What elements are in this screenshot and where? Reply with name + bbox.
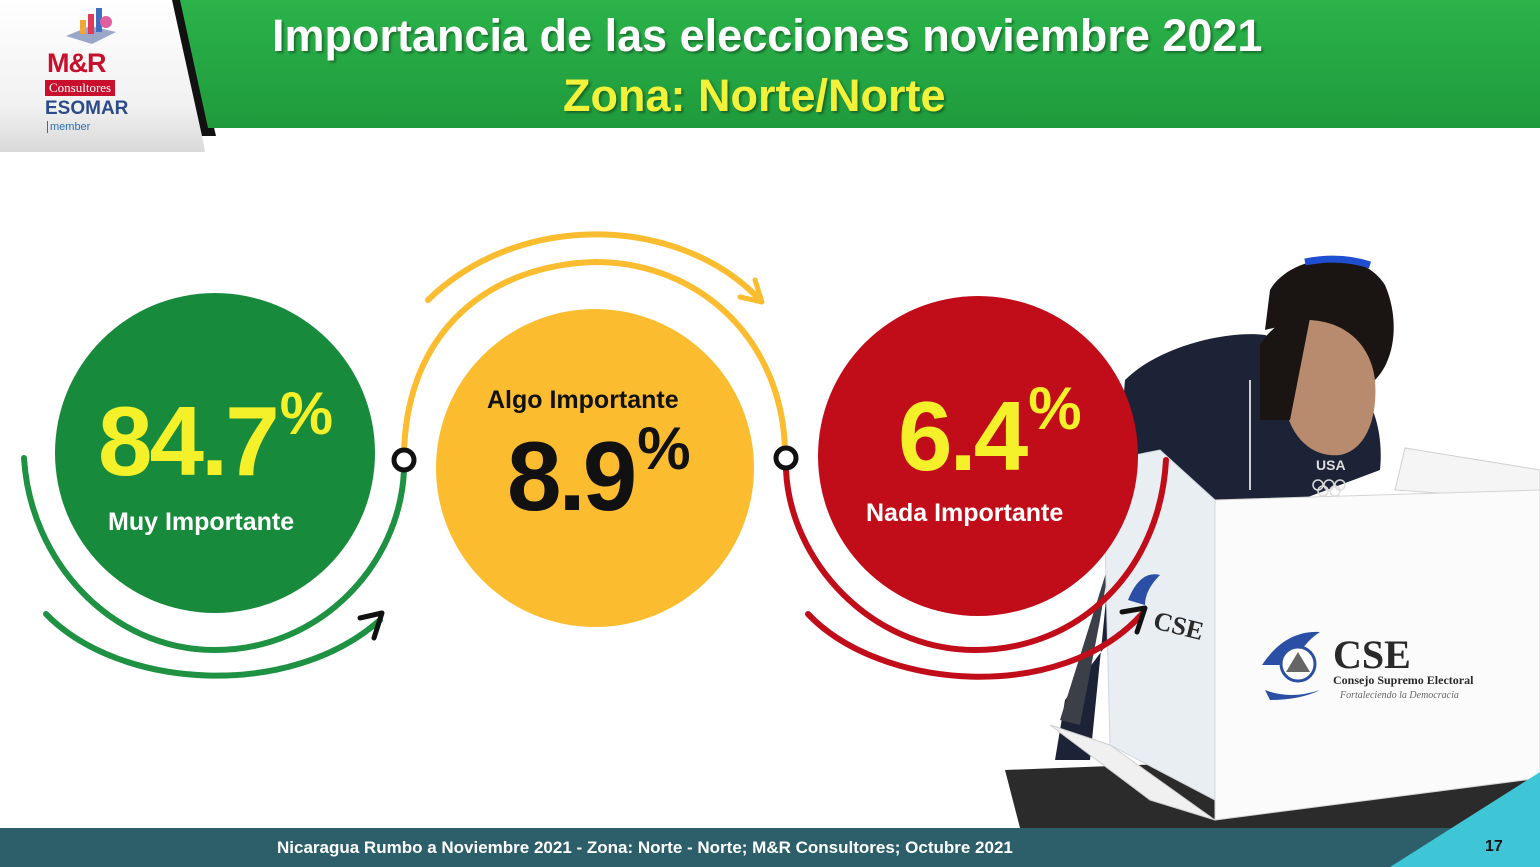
logo-member: member: [47, 121, 90, 133]
page-number: 17: [1485, 838, 1503, 855]
percent-sign: %: [1028, 375, 1082, 442]
algo-importante-label: Algo Importante: [487, 386, 679, 414]
connector-dot-right: [773, 445, 799, 471]
percent-sign: %: [279, 380, 334, 447]
algo-importante-value: 8.9%: [507, 415, 691, 533]
muy-importante-label: Muy Importante: [108, 508, 295, 536]
header-banner: M&R Consultores ESOMAR member Importanci…: [0, 0, 1540, 152]
company-logo: M&R Consultores ESOMAR member: [0, 0, 205, 152]
shirt-text: USA: [1316, 457, 1346, 473]
logo-brand: M&R: [47, 48, 106, 78]
value-number: 6.4: [898, 381, 1028, 491]
connector-dot-left: [391, 447, 417, 473]
nada-importante-circle: [818, 296, 1138, 616]
title-bar: [180, 0, 1540, 128]
footer-source: Nicaragua Rumbo a Noviembre 2021 - Zona:…: [277, 838, 1013, 857]
nada-importante-label: Nada Importante: [866, 499, 1064, 527]
value-number: 8.9: [507, 421, 637, 531]
logo-consultores: Consultores: [45, 80, 116, 96]
box-brand: CSE: [1333, 632, 1411, 677]
chart-icon: [66, 8, 116, 44]
value-number: 84.7: [98, 386, 280, 496]
page-subtitle: Zona: Norte/Norte: [563, 70, 946, 121]
footer-bar: Nicaragua Rumbo a Noviembre 2021 - Zona:…: [0, 828, 1540, 867]
nada-importante-value: 6.4%: [898, 375, 1082, 493]
cse-logo: [1262, 631, 1320, 700]
logo-esomar: ESOMAR: [45, 98, 129, 119]
muy-importante-circle: [55, 293, 375, 613]
muy-importante-value: 84.7%: [98, 380, 333, 498]
percent-sign: %: [637, 415, 691, 482]
algo-importante-circle: [436, 309, 754, 627]
page-title: Importancia de las elecciones noviembre …: [272, 10, 1263, 61]
box-tagline: Fortaleciendo la Democracia: [1339, 690, 1459, 701]
box-name: Consejo Supremo Electoral: [1333, 673, 1474, 687]
